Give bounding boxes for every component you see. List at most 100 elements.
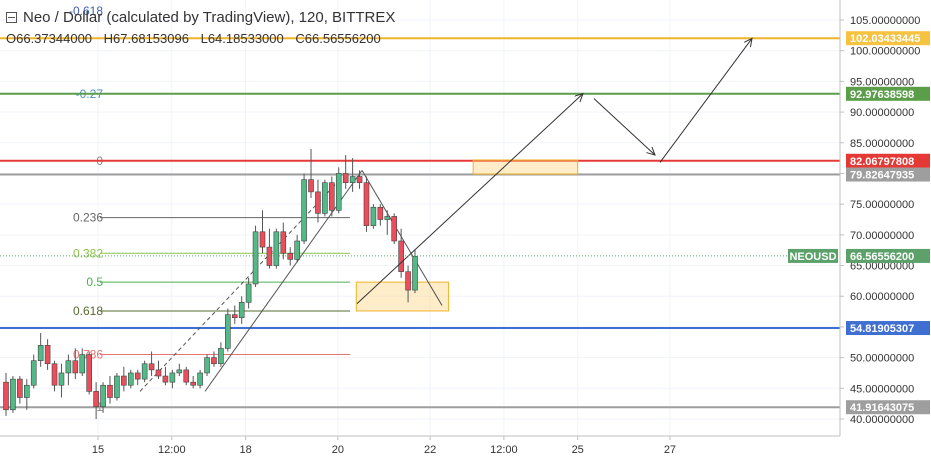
candle-body <box>405 271 411 291</box>
candle-body <box>342 173 349 183</box>
candle-body <box>322 182 328 214</box>
candle-body <box>398 240 404 272</box>
candle-body <box>10 378 16 411</box>
projection-arrow <box>356 94 583 304</box>
candle-body <box>141 363 148 380</box>
candle-body <box>329 182 335 211</box>
candle-body <box>17 378 23 398</box>
price-line-tag-bg <box>846 167 930 182</box>
time-tick-label: 22 <box>424 444 436 456</box>
price-tick-label: 65.00000000 <box>850 261 914 273</box>
time-tick-label: 20 <box>332 444 344 456</box>
fib-level-label: 0.5 <box>86 275 103 289</box>
support-zone <box>355 281 450 312</box>
candle-body <box>148 363 155 371</box>
price-tick-label: 70.00000000 <box>850 230 914 242</box>
candle-body <box>412 256 418 291</box>
candle-body <box>287 252 294 260</box>
candle-body <box>23 384 30 398</box>
candle-body <box>252 231 259 285</box>
time-axis-bg <box>0 436 840 461</box>
price-line-tag-bg <box>846 86 930 101</box>
candle-body <box>93 391 99 408</box>
price-line-tag: 41.91643075 <box>850 402 914 414</box>
time-tick-label: 12:00 <box>158 444 186 456</box>
candle-body <box>349 176 356 183</box>
candle-body <box>127 372 134 386</box>
price-tick-label: 95.00000000 <box>850 76 914 88</box>
candle-body <box>218 348 224 365</box>
candle-body <box>183 369 190 383</box>
candle-body <box>335 173 342 211</box>
candle-body <box>65 360 72 374</box>
ohlc-low: L64.18533000 <box>200 31 284 46</box>
candle-body <box>79 354 86 374</box>
candle-body <box>301 179 307 242</box>
price-line-tag: 82.06797808 <box>850 156 914 168</box>
price-line-tag-bg <box>846 31 930 46</box>
candle-body <box>245 283 252 303</box>
candle-body <box>121 375 127 386</box>
candle-body <box>356 176 363 183</box>
price-tick-label: 85.00000000 <box>850 138 914 150</box>
price-labels: 102.03433445 92.97638598 82.06797808 79.826… <box>0 31 930 415</box>
horizontal-lines[interactable] <box>0 37 840 409</box>
price-tick-label: 45.00000000 <box>850 383 914 395</box>
fib-trend-line <box>139 179 341 392</box>
fib-level-label: -0.618 <box>69 4 103 18</box>
chart-title-row: Neo / Dollar (calculated by TradingView)… <box>6 9 395 26</box>
price-tick-label: 60.00000000 <box>850 291 914 303</box>
price-tick-label: 90.00000000 <box>850 107 914 119</box>
time-tick-label: 25 <box>572 444 584 456</box>
projection-arrow <box>659 38 752 163</box>
price-axis-bg <box>840 0 931 461</box>
zones[interactable] <box>355 159 579 312</box>
time-tick-label: 18 <box>239 444 251 456</box>
candle-body <box>266 246 273 266</box>
candle-body <box>114 375 120 398</box>
candle-body <box>162 375 169 383</box>
symbol-badge-bg <box>788 248 838 263</box>
candle-body <box>190 381 196 386</box>
fib-level-label: 0.382 <box>73 246 103 260</box>
candle-body <box>308 179 314 193</box>
candle-body <box>51 363 58 386</box>
time-tick-label: 15 <box>92 444 104 456</box>
candle-body <box>294 240 300 260</box>
price-line-tag: 92.97638598 <box>850 89 914 101</box>
projection-path[interactable] <box>356 38 752 304</box>
last-price-tag: 66.56556200 <box>850 251 914 263</box>
candle-body <box>44 345 51 365</box>
candle-body <box>107 384 113 398</box>
candle-body <box>280 231 287 254</box>
candle-body <box>391 216 398 242</box>
trend-lines[interactable] <box>139 170 443 392</box>
candle-body <box>155 369 162 377</box>
candle-body <box>37 345 44 361</box>
projection-arrow <box>593 98 655 155</box>
candle-body <box>72 360 79 374</box>
chart-title: Neo / Dollar (calculated by TradingView)… <box>23 9 396 26</box>
support-zone <box>472 159 579 175</box>
candle-body <box>384 216 391 220</box>
fib-level-label: 0.236 <box>73 211 103 225</box>
candle-body <box>30 360 37 386</box>
candle-body <box>231 314 238 319</box>
candle-body <box>100 384 106 408</box>
candle-body <box>3 381 9 411</box>
ohlc-row: O66.37344000 H67.68153096 L64.18533000 C… <box>6 31 389 46</box>
ohlc-high: H67.68153096 <box>103 31 189 46</box>
price-tick-label: 100.00000000 <box>850 46 920 58</box>
price-line-tag-bg <box>846 400 930 415</box>
descending-trendline <box>361 170 443 306</box>
price-tick-label: 75.00000000 <box>850 199 914 211</box>
candle-body <box>204 357 210 374</box>
price-line-tag-bg <box>846 321 930 336</box>
ohlc-open: O66.37344000 <box>6 31 93 46</box>
collapse-icon[interactable] <box>6 12 17 23</box>
candle-body <box>211 357 217 365</box>
price-line-tag: 79.82647935 <box>850 170 914 182</box>
